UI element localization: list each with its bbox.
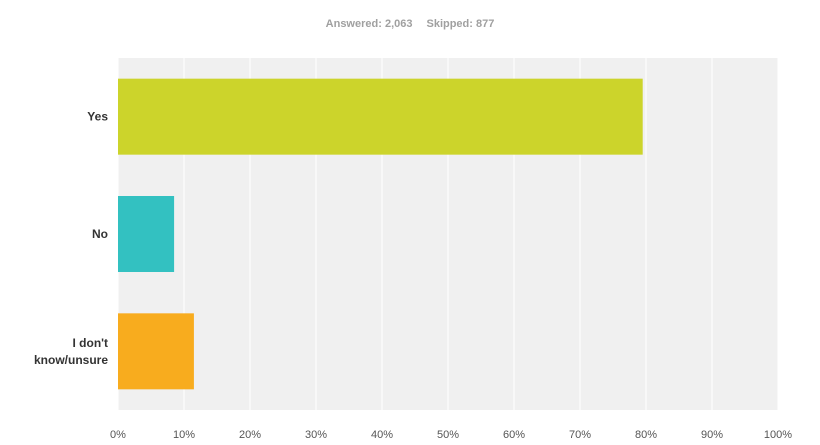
bar — [118, 196, 175, 272]
x-tick-label: 50% — [437, 429, 459, 441]
x-tick-label: 90% — [701, 429, 723, 441]
category-label: No — [92, 227, 108, 241]
category-label: Yes — [87, 110, 108, 124]
bar — [118, 78, 643, 155]
x-tick-label: 80% — [635, 429, 657, 441]
category-label: know/unsure — [34, 353, 108, 367]
x-tick-label: 40% — [371, 429, 393, 441]
category-label: I don't — [72, 336, 108, 350]
bar — [118, 313, 194, 390]
response-summary: Answered: 2,063 Skipped: 877 — [0, 18, 820, 30]
answered-count: Answered: 2,063 — [325, 18, 413, 30]
x-tick-label: 70% — [569, 429, 591, 441]
x-tick-label: 10% — [173, 429, 195, 441]
x-tick-label: 60% — [503, 429, 525, 441]
x-tick-label: 20% — [239, 429, 261, 441]
skipped-count: Skipped: 877 — [426, 18, 495, 30]
x-tick-label: 0% — [110, 429, 126, 441]
x-tick-label: 30% — [305, 429, 327, 441]
x-tick-label: 100% — [764, 429, 792, 441]
